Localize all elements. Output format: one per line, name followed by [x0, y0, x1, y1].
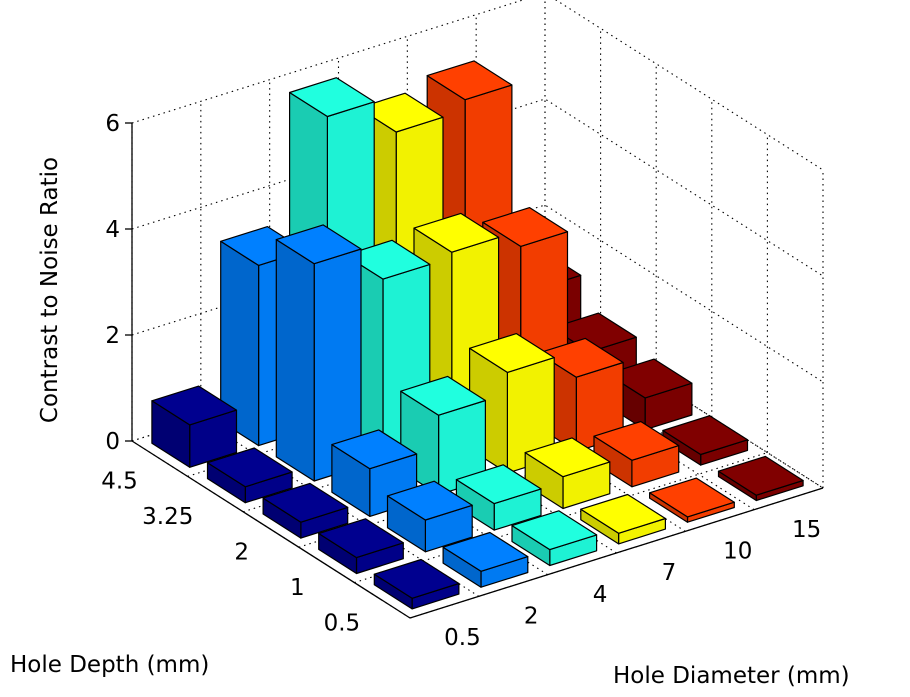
tick-labels: 0.5 2 4 7 10 15 0.5 1 2 3.254.5 0 2 4 6	[101, 111, 821, 651]
bar-face-top	[289, 77, 375, 118]
bar	[262, 482, 349, 539]
bar-face-top	[151, 385, 238, 426]
x-axis-line	[409, 487, 824, 619]
bar-face-top	[275, 224, 362, 265]
bar-face-top	[262, 482, 349, 523]
y-tick-label: 1	[290, 575, 305, 601]
z-axis-label: Contrast to Noise Ratio	[37, 157, 63, 423]
bar-face-top	[373, 558, 460, 599]
bar-face-top	[413, 212, 500, 253]
grid-line	[131, 0, 824, 171]
bar-face-top	[331, 429, 418, 470]
bar	[648, 477, 735, 523]
bar-face-top	[442, 531, 529, 572]
bar	[331, 429, 418, 518]
x-tick-label: 10	[723, 539, 752, 565]
bar-face-top	[400, 375, 486, 416]
bar-face-top	[482, 207, 569, 247]
x-tick-label: 4	[593, 582, 608, 608]
z-tick-label: 6	[105, 111, 120, 137]
bar-face-top	[426, 60, 513, 101]
y-tick-label: 2	[234, 540, 249, 566]
bar-face-top	[524, 437, 611, 478]
bar-face-top	[469, 333, 555, 373]
x-tick-label: 15	[792, 517, 821, 543]
bar-face-top	[717, 455, 804, 496]
bar-face-top	[593, 420, 680, 461]
bar-face-left	[275, 239, 315, 482]
grid-line	[131, 98, 824, 277]
x-axis-label: Hole Diameter (mm)	[613, 663, 850, 689]
x-tick-label: 0.5	[444, 625, 481, 651]
z-tick-label: 0	[105, 429, 120, 455]
x-tick-label: 7	[662, 560, 677, 586]
bar-face-top	[511, 510, 598, 551]
bar	[593, 420, 680, 488]
bars	[151, 60, 804, 610]
bar	[151, 385, 238, 468]
bar-face-top	[206, 447, 293, 488]
bar	[524, 437, 611, 510]
bar	[386, 480, 473, 553]
bar	[662, 415, 749, 466]
bar	[275, 224, 362, 482]
bar	[455, 464, 542, 531]
bar	[717, 455, 804, 502]
z-tick-label: 2	[105, 323, 120, 349]
z-tick-label: 4	[105, 217, 120, 243]
bar-face-top	[455, 464, 542, 505]
y-tick-label: 0.5	[324, 610, 361, 636]
x-tick-label: 2	[524, 604, 539, 630]
bar	[580, 493, 667, 545]
y-axis-line	[131, 440, 411, 619]
bar-face-top	[648, 477, 735, 518]
bar-face-top	[580, 493, 667, 534]
axes	[131, 123, 824, 619]
y-tick-label: 4.5	[101, 469, 138, 495]
y-tick-label: 3.25	[142, 504, 193, 530]
bar	[511, 510, 598, 567]
bar-face-top	[662, 415, 749, 456]
y-axis-label: Hole Depth (mm)	[10, 652, 209, 678]
bar	[442, 531, 529, 588]
bar-face-top	[386, 480, 473, 521]
bar	[373, 558, 460, 610]
bar-face-top	[318, 518, 404, 559]
bar	[318, 518, 404, 575]
bar	[206, 447, 293, 504]
